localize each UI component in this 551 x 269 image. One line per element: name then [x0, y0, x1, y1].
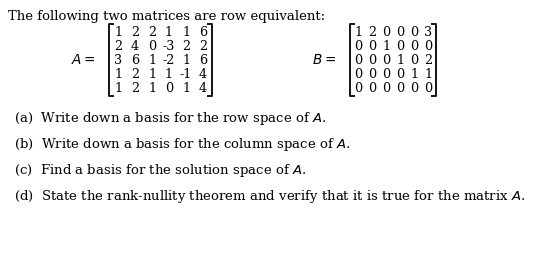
Text: 0: 0 — [382, 26, 390, 38]
Text: 0: 0 — [410, 40, 418, 52]
Text: 2: 2 — [131, 26, 139, 38]
Text: 0: 0 — [148, 40, 156, 52]
Text: 0: 0 — [354, 40, 362, 52]
Text: 1: 1 — [396, 54, 404, 66]
Text: 0: 0 — [396, 26, 404, 38]
Text: (d)  State the rank-nullity theorem and verify that it is true for the matrix $\: (d) State the rank-nullity theorem and v… — [14, 188, 525, 206]
Text: 1: 1 — [410, 68, 418, 80]
Text: 2: 2 — [182, 40, 190, 52]
Text: 1: 1 — [182, 54, 190, 66]
Text: 4: 4 — [199, 82, 207, 94]
Text: 0: 0 — [354, 82, 362, 94]
Text: 0: 0 — [165, 82, 173, 94]
Text: (b)  Write down a basis for the column space of $\mathit{A}$.: (b) Write down a basis for the column sp… — [14, 136, 350, 153]
Text: 0: 0 — [368, 82, 376, 94]
Text: 0: 0 — [354, 68, 362, 80]
Text: 2: 2 — [114, 40, 122, 52]
Text: The following two matrices are row equivalent:: The following two matrices are row equiv… — [8, 10, 325, 23]
Text: 2: 2 — [131, 68, 139, 80]
Text: -1: -1 — [180, 68, 192, 80]
Text: $B =$: $B =$ — [312, 53, 336, 67]
Text: 0: 0 — [368, 68, 376, 80]
Text: 6: 6 — [199, 54, 207, 66]
Text: 0: 0 — [396, 82, 404, 94]
Text: 1: 1 — [182, 82, 190, 94]
Text: 1: 1 — [165, 68, 173, 80]
Text: 1: 1 — [424, 68, 432, 80]
Text: 1: 1 — [114, 26, 122, 38]
Text: 2: 2 — [148, 26, 156, 38]
Text: 1: 1 — [114, 82, 122, 94]
Text: 1: 1 — [148, 82, 156, 94]
Text: -2: -2 — [163, 54, 175, 66]
Text: 0: 0 — [354, 54, 362, 66]
Text: 3: 3 — [424, 26, 432, 38]
Text: 1: 1 — [382, 40, 390, 52]
Text: 0: 0 — [410, 54, 418, 66]
Text: (c)  Find a basis for the solution space of $\mathit{A}$.: (c) Find a basis for the solution space … — [14, 162, 306, 179]
Text: 4: 4 — [199, 68, 207, 80]
Text: 0: 0 — [424, 82, 432, 94]
Text: 4: 4 — [131, 40, 139, 52]
Text: 6: 6 — [199, 26, 207, 38]
Text: 3: 3 — [114, 54, 122, 66]
Text: 0: 0 — [368, 54, 376, 66]
Text: 0: 0 — [424, 40, 432, 52]
Text: 2: 2 — [131, 82, 139, 94]
Text: 0: 0 — [410, 82, 418, 94]
Text: 2: 2 — [199, 40, 207, 52]
Text: 2: 2 — [368, 26, 376, 38]
Text: 1: 1 — [182, 26, 190, 38]
Text: $A =$: $A =$ — [71, 53, 96, 67]
Text: 6: 6 — [131, 54, 139, 66]
Text: 1: 1 — [148, 54, 156, 66]
Text: 0: 0 — [396, 40, 404, 52]
Text: 0: 0 — [410, 26, 418, 38]
Text: 0: 0 — [368, 40, 376, 52]
Text: 1: 1 — [114, 68, 122, 80]
Text: 1: 1 — [354, 26, 362, 38]
Text: 0: 0 — [382, 54, 390, 66]
Text: 1: 1 — [165, 26, 173, 38]
Text: 2: 2 — [424, 54, 432, 66]
Text: 0: 0 — [382, 82, 390, 94]
Text: 0: 0 — [382, 68, 390, 80]
Text: -3: -3 — [163, 40, 175, 52]
Text: 0: 0 — [396, 68, 404, 80]
Text: (a)  Write down a basis for the row space of $\mathit{A}$.: (a) Write down a basis for the row space… — [14, 110, 326, 128]
Text: 1: 1 — [148, 68, 156, 80]
